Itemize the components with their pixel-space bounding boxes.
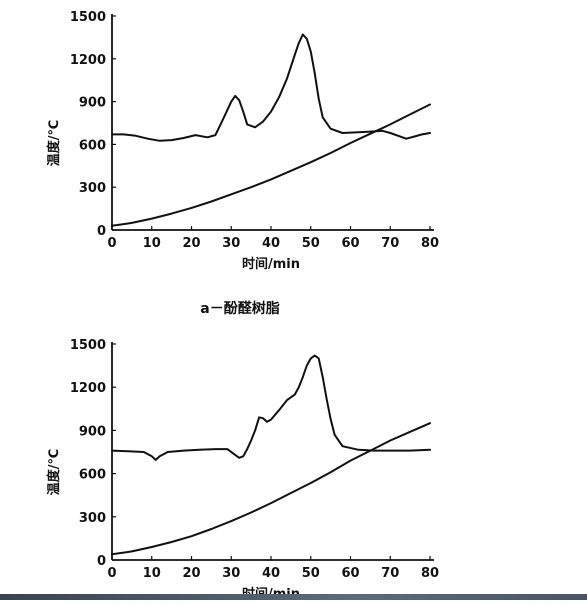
y-axis-title: 温度/℃ <box>46 120 62 167</box>
y-tick-label: 900 <box>79 96 106 111</box>
x-tick-label: 70 <box>381 566 399 581</box>
x-tick-label: 50 <box>302 566 320 581</box>
temperature-curve <box>111 33 431 142</box>
y-tick-label: 600 <box>79 138 106 153</box>
x-tick-label: 60 <box>341 566 359 581</box>
x-tick-label: 60 <box>341 236 359 251</box>
chart-top: 0 300 600 900 1200 1500 0 10 20 30 40 50 60 70 80 时间/mi… <box>46 10 439 272</box>
y-tick-label: 300 <box>79 181 106 196</box>
x-tick-label: 40 <box>262 236 280 251</box>
y-tick-label: 1200 <box>70 381 106 396</box>
x-tick-label: 20 <box>182 566 200 581</box>
x-tick-label: 20 <box>182 236 200 251</box>
x-tick-label: 0 <box>107 236 116 251</box>
heating-curve <box>111 422 431 556</box>
y-tick-label: 600 <box>79 468 106 483</box>
x-tick-label: 0 <box>107 566 116 581</box>
temperature-curve <box>111 354 431 461</box>
y-axis-title: 温度/℃ <box>46 449 62 496</box>
y-tick-label: 1500 <box>70 338 106 353</box>
y-tick-label: 0 <box>97 554 106 569</box>
x-tick-label: 70 <box>381 236 399 251</box>
x-tick-label: 30 <box>222 566 240 581</box>
y-tick-label: 300 <box>79 511 106 526</box>
x-tick-label: 10 <box>143 566 161 581</box>
y-tick-label: 900 <box>79 424 106 439</box>
x-tick-label: 10 <box>143 236 161 251</box>
y-tick-label: 1200 <box>70 53 106 68</box>
x-tick-label: 40 <box>262 566 280 581</box>
chart-caption: a－酚醛树脂 <box>200 300 279 317</box>
heating-curve <box>111 103 431 227</box>
x-tick-label: 80 <box>421 236 439 251</box>
bottom-edge-bar <box>0 594 587 600</box>
y-tick-label: 0 <box>97 224 106 239</box>
x-tick-label: 80 <box>421 566 439 581</box>
x-tick-label: 50 <box>302 236 320 251</box>
y-tick-label: 1500 <box>70 10 106 25</box>
x-tick-label: 30 <box>222 236 240 251</box>
chart-bottom: 03006009001200150001020304050607080时间/mi… <box>46 338 439 602</box>
x-axis-title: 时间/min <box>242 256 300 272</box>
